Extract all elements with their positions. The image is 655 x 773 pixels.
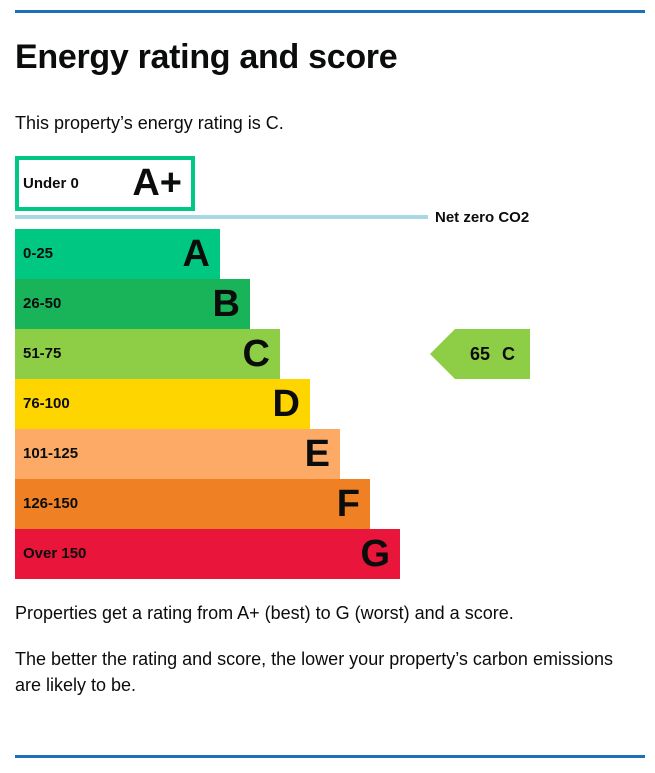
band <box>15 279 250 329</box>
band <box>15 379 310 429</box>
band-range: 76-100 <box>23 395 70 412</box>
band-letter: F <box>337 483 360 525</box>
current-letter: C <box>502 344 515 364</box>
band-letter: A+ <box>132 162 182 204</box>
band-letter: A <box>183 233 210 275</box>
band-range: 0-25 <box>23 245 53 262</box>
heading: Energy rating and score <box>15 38 398 76</box>
band-letter: E <box>305 433 330 475</box>
band-range: 26-50 <box>23 295 61 312</box>
band-range: Under 0 <box>23 175 79 192</box>
band-letter: B <box>213 283 240 325</box>
band-letter: D <box>273 383 300 425</box>
band-letter: G <box>360 533 390 575</box>
band <box>15 429 340 479</box>
rating-graph: Under 0 A+ Net zero CO2 0-25 A 26-50 B 51-75 C 76… <box>15 156 530 579</box>
band <box>15 329 280 379</box>
intro: This property’s energy rating is C. <box>15 113 284 133</box>
current-rating-arrow <box>430 329 530 379</box>
band-range: 126-150 <box>23 495 78 512</box>
band <box>15 229 220 279</box>
band <box>15 479 370 529</box>
band-range: Over 150 <box>23 545 86 562</box>
net-zero-label: Net zero CO2 <box>435 209 529 226</box>
top-rule <box>15 10 645 13</box>
paragraph: The better the rating and score, the low… <box>15 649 613 695</box>
current-score: 65 <box>470 344 490 364</box>
band-range: 51-75 <box>23 345 61 362</box>
band-letter: C <box>243 333 270 375</box>
band <box>15 529 400 579</box>
band-range: 101-125 <box>23 445 78 462</box>
bottom-rule <box>15 755 645 758</box>
top-band-box <box>15 156 195 211</box>
paragraph: Properties get a rating from A+ (best) t… <box>15 603 514 623</box>
